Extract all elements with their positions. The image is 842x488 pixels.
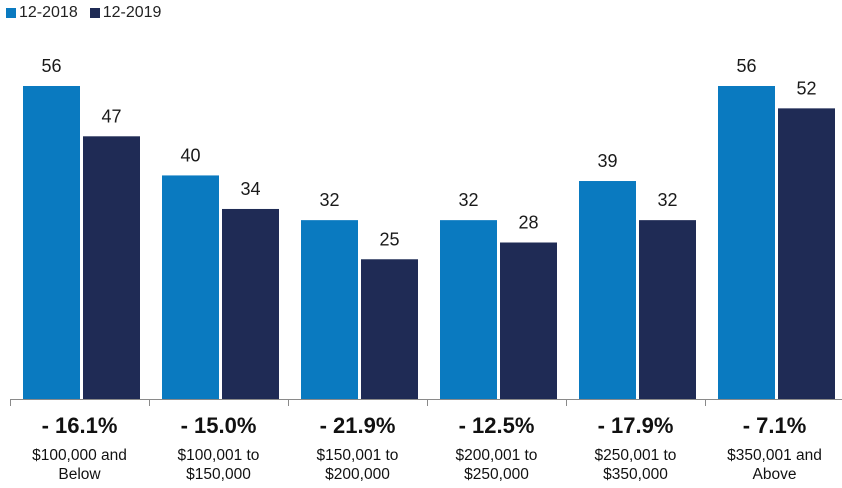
legend-swatch-2018 [6, 8, 16, 18]
data-label-12-2019-3: 28 [518, 213, 538, 233]
legend-swatch-2019 [89, 8, 100, 18]
bar-12-2019-3 [500, 242, 557, 399]
legend-item-2018: 12-2018 [6, 4, 78, 22]
category-label-0-1: Below [58, 466, 101, 483]
bar-12-2018-0 [23, 86, 80, 399]
change-label-0: - 16.1% [42, 413, 118, 438]
bar-12-2018-2 [301, 220, 358, 399]
category-label-4-0: $250,001 to [595, 447, 677, 464]
legend-label-2019: 12-2019 [102, 4, 162, 21]
category-label-2-1: $200,000 [325, 466, 390, 483]
data-label-12-2019-2: 25 [379, 229, 399, 249]
change-label-3: - 12.5% [459, 413, 535, 438]
category-label-3-1: $250,000 [464, 466, 529, 483]
data-label-12-2018-2: 32 [319, 190, 339, 210]
data-label-12-2018-4: 39 [597, 151, 617, 171]
data-label-12-2019-0: 47 [101, 106, 121, 126]
category-label-1-0: $100,001 to [178, 447, 260, 464]
bar-12-2018-5 [718, 86, 775, 399]
change-label-5: - 7.1% [743, 413, 807, 438]
bar-12-2018-1 [162, 175, 219, 399]
change-label-4: - 17.9% [598, 413, 674, 438]
bar-12-2018-4 [579, 181, 636, 399]
bar-12-2018-3 [440, 220, 497, 399]
category-label-0-0: $100,000 and [32, 447, 127, 464]
change-label-1: - 15.0% [181, 413, 257, 438]
bar-12-2019-5 [778, 108, 835, 399]
category-label-3-0: $200,001 to [456, 447, 538, 464]
data-label-12-2019-5: 52 [796, 78, 816, 98]
category-label-5-0: $350,001 and [727, 447, 822, 464]
bar-12-2019-0 [83, 136, 140, 399]
data-label-12-2018-0: 56 [41, 56, 61, 76]
bar-12-2019-2 [361, 259, 418, 399]
category-label-4-1: $350,000 [603, 466, 668, 483]
data-label-12-2018-5: 56 [736, 56, 756, 76]
legend-label-2018: 12-2018 [19, 4, 78, 21]
category-label-1-1: $150,000 [186, 466, 251, 483]
bar-12-2019-4 [639, 220, 696, 399]
category-label-5-1: Above [753, 466, 797, 483]
data-label-12-2019-4: 32 [657, 190, 677, 210]
legend: 12-2018 12-2019 [6, 4, 173, 22]
data-label-12-2018-1: 40 [180, 145, 200, 165]
data-label-12-2019-1: 34 [240, 179, 260, 199]
legend-item-2019: 12-2019 [89, 4, 162, 22]
change-label-2: - 21.9% [320, 413, 396, 438]
category-label-2-0: $150,001 to [317, 447, 399, 464]
data-label-12-2018-3: 32 [458, 190, 478, 210]
bar-12-2019-1 [222, 208, 279, 399]
